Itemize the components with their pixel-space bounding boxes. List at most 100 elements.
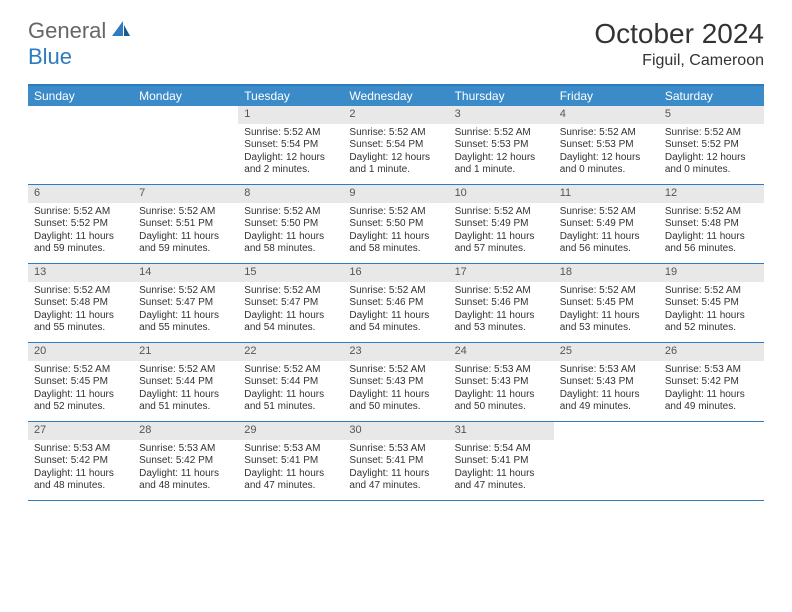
sunrise-text: Sunrise: 5:52 AM [349, 364, 442, 377]
day-body: Sunrise: 5:53 AMSunset: 5:42 PMDaylight:… [28, 440, 133, 496]
sunset-text: Sunset: 5:41 PM [455, 455, 548, 468]
daylight-text: Daylight: 11 hours and 53 minutes. [455, 310, 548, 335]
day-number: 27 [28, 422, 133, 440]
day-body: Sunrise: 5:52 AMSunset: 5:51 PMDaylight:… [133, 203, 238, 259]
day-body: Sunrise: 5:53 AMSunset: 5:43 PMDaylight:… [554, 361, 659, 417]
day-cell: 4Sunrise: 5:52 AMSunset: 5:53 PMDaylight… [554, 106, 659, 184]
daylight-text: Daylight: 12 hours and 0 minutes. [665, 152, 758, 177]
daylight-text: Daylight: 11 hours and 55 minutes. [139, 310, 232, 335]
logo: General [28, 18, 134, 44]
daylight-text: Daylight: 11 hours and 58 minutes. [349, 231, 442, 256]
day-body: Sunrise: 5:52 AMSunset: 5:47 PMDaylight:… [133, 282, 238, 338]
sunset-text: Sunset: 5:49 PM [560, 218, 653, 231]
day-number: 22 [238, 343, 343, 361]
sunrise-text: Sunrise: 5:52 AM [665, 127, 758, 140]
day-body: Sunrise: 5:52 AMSunset: 5:49 PMDaylight:… [449, 203, 554, 259]
sunset-text: Sunset: 5:53 PM [560, 139, 653, 152]
day-number: 29 [238, 422, 343, 440]
day-number: 8 [238, 185, 343, 203]
day-number: 31 [449, 422, 554, 440]
header: General October 2024 Figuil, Cameroon [0, 0, 792, 78]
day-cell: 10Sunrise: 5:52 AMSunset: 5:49 PMDayligh… [449, 185, 554, 263]
day-cell-empty [28, 106, 133, 184]
daylight-text: Daylight: 11 hours and 48 minutes. [139, 468, 232, 493]
day-body: Sunrise: 5:52 AMSunset: 5:46 PMDaylight:… [343, 282, 448, 338]
day-body: Sunrise: 5:52 AMSunset: 5:54 PMDaylight:… [238, 124, 343, 180]
sunrise-text: Sunrise: 5:53 AM [665, 364, 758, 377]
day-body: Sunrise: 5:52 AMSunset: 5:50 PMDaylight:… [343, 203, 448, 259]
day-body: Sunrise: 5:52 AMSunset: 5:44 PMDaylight:… [238, 361, 343, 417]
sunrise-text: Sunrise: 5:53 AM [349, 443, 442, 456]
sunset-text: Sunset: 5:42 PM [665, 376, 758, 389]
sunset-text: Sunset: 5:50 PM [244, 218, 337, 231]
day-cell: 8Sunrise: 5:52 AMSunset: 5:50 PMDaylight… [238, 185, 343, 263]
day-body: Sunrise: 5:52 AMSunset: 5:53 PMDaylight:… [449, 124, 554, 180]
day-body: Sunrise: 5:53 AMSunset: 5:41 PMDaylight:… [343, 440, 448, 496]
day-number: 10 [449, 185, 554, 203]
sunrise-text: Sunrise: 5:54 AM [455, 443, 548, 456]
calendar: SundayMondayTuesdayWednesdayThursdayFrid… [28, 84, 764, 501]
day-body: Sunrise: 5:54 AMSunset: 5:41 PMDaylight:… [449, 440, 554, 496]
daylight-text: Daylight: 12 hours and 1 minute. [349, 152, 442, 177]
day-body: Sunrise: 5:52 AMSunset: 5:54 PMDaylight:… [343, 124, 448, 180]
sunrise-text: Sunrise: 5:53 AM [560, 364, 653, 377]
daylight-text: Daylight: 11 hours and 56 minutes. [665, 231, 758, 256]
day-cell: 20Sunrise: 5:52 AMSunset: 5:45 PMDayligh… [28, 343, 133, 421]
sunrise-text: Sunrise: 5:52 AM [560, 285, 653, 298]
sunrise-text: Sunrise: 5:52 AM [244, 127, 337, 140]
sunrise-text: Sunrise: 5:52 AM [34, 285, 127, 298]
day-body: Sunrise: 5:52 AMSunset: 5:53 PMDaylight:… [554, 124, 659, 180]
day-cell: 21Sunrise: 5:52 AMSunset: 5:44 PMDayligh… [133, 343, 238, 421]
sunrise-text: Sunrise: 5:52 AM [244, 364, 337, 377]
sunset-text: Sunset: 5:51 PM [139, 218, 232, 231]
day-cell: 13Sunrise: 5:52 AMSunset: 5:48 PMDayligh… [28, 264, 133, 342]
sunset-text: Sunset: 5:45 PM [665, 297, 758, 310]
sunset-text: Sunset: 5:53 PM [455, 139, 548, 152]
day-cell-empty [554, 422, 659, 500]
day-body: Sunrise: 5:52 AMSunset: 5:44 PMDaylight:… [133, 361, 238, 417]
sunset-text: Sunset: 5:54 PM [244, 139, 337, 152]
month-title: October 2024 [594, 18, 764, 50]
weekday-row: SundayMondayTuesdayWednesdayThursdayFrid… [28, 86, 764, 106]
week-row: 13Sunrise: 5:52 AMSunset: 5:48 PMDayligh… [28, 264, 764, 343]
sunset-text: Sunset: 5:54 PM [349, 139, 442, 152]
day-number: 13 [28, 264, 133, 282]
daylight-text: Daylight: 11 hours and 59 minutes. [139, 231, 232, 256]
daylight-text: Daylight: 11 hours and 54 minutes. [244, 310, 337, 335]
week-row: 6Sunrise: 5:52 AMSunset: 5:52 PMDaylight… [28, 185, 764, 264]
sunrise-text: Sunrise: 5:52 AM [560, 206, 653, 219]
daylight-text: Daylight: 11 hours and 48 minutes. [34, 468, 127, 493]
daylight-text: Daylight: 11 hours and 50 minutes. [455, 389, 548, 414]
weekday-header: Friday [554, 86, 659, 106]
day-number: 24 [449, 343, 554, 361]
day-cell: 17Sunrise: 5:52 AMSunset: 5:46 PMDayligh… [449, 264, 554, 342]
daylight-text: Daylight: 11 hours and 52 minutes. [34, 389, 127, 414]
sunrise-text: Sunrise: 5:52 AM [244, 206, 337, 219]
sunrise-text: Sunrise: 5:53 AM [139, 443, 232, 456]
sunset-text: Sunset: 5:49 PM [455, 218, 548, 231]
sunset-text: Sunset: 5:41 PM [349, 455, 442, 468]
sunrise-text: Sunrise: 5:52 AM [455, 127, 548, 140]
day-body: Sunrise: 5:52 AMSunset: 5:45 PMDaylight:… [28, 361, 133, 417]
day-body: Sunrise: 5:53 AMSunset: 5:42 PMDaylight:… [659, 361, 764, 417]
sunset-text: Sunset: 5:47 PM [244, 297, 337, 310]
sunset-text: Sunset: 5:42 PM [139, 455, 232, 468]
day-number: 25 [554, 343, 659, 361]
day-cell: 5Sunrise: 5:52 AMSunset: 5:52 PMDaylight… [659, 106, 764, 184]
day-number: 16 [343, 264, 448, 282]
day-cell: 15Sunrise: 5:52 AMSunset: 5:47 PMDayligh… [238, 264, 343, 342]
sunrise-text: Sunrise: 5:52 AM [349, 206, 442, 219]
day-number: 12 [659, 185, 764, 203]
day-cell: 12Sunrise: 5:52 AMSunset: 5:48 PMDayligh… [659, 185, 764, 263]
day-number: 2 [343, 106, 448, 124]
day-cell: 11Sunrise: 5:52 AMSunset: 5:49 PMDayligh… [554, 185, 659, 263]
daylight-text: Daylight: 11 hours and 51 minutes. [244, 389, 337, 414]
day-cell: 3Sunrise: 5:52 AMSunset: 5:53 PMDaylight… [449, 106, 554, 184]
day-body: Sunrise: 5:52 AMSunset: 5:48 PMDaylight:… [659, 203, 764, 259]
week-row: 20Sunrise: 5:52 AMSunset: 5:45 PMDayligh… [28, 343, 764, 422]
day-body: Sunrise: 5:52 AMSunset: 5:50 PMDaylight:… [238, 203, 343, 259]
daylight-text: Daylight: 11 hours and 49 minutes. [560, 389, 653, 414]
day-number: 19 [659, 264, 764, 282]
sunrise-text: Sunrise: 5:53 AM [34, 443, 127, 456]
day-number: 14 [133, 264, 238, 282]
